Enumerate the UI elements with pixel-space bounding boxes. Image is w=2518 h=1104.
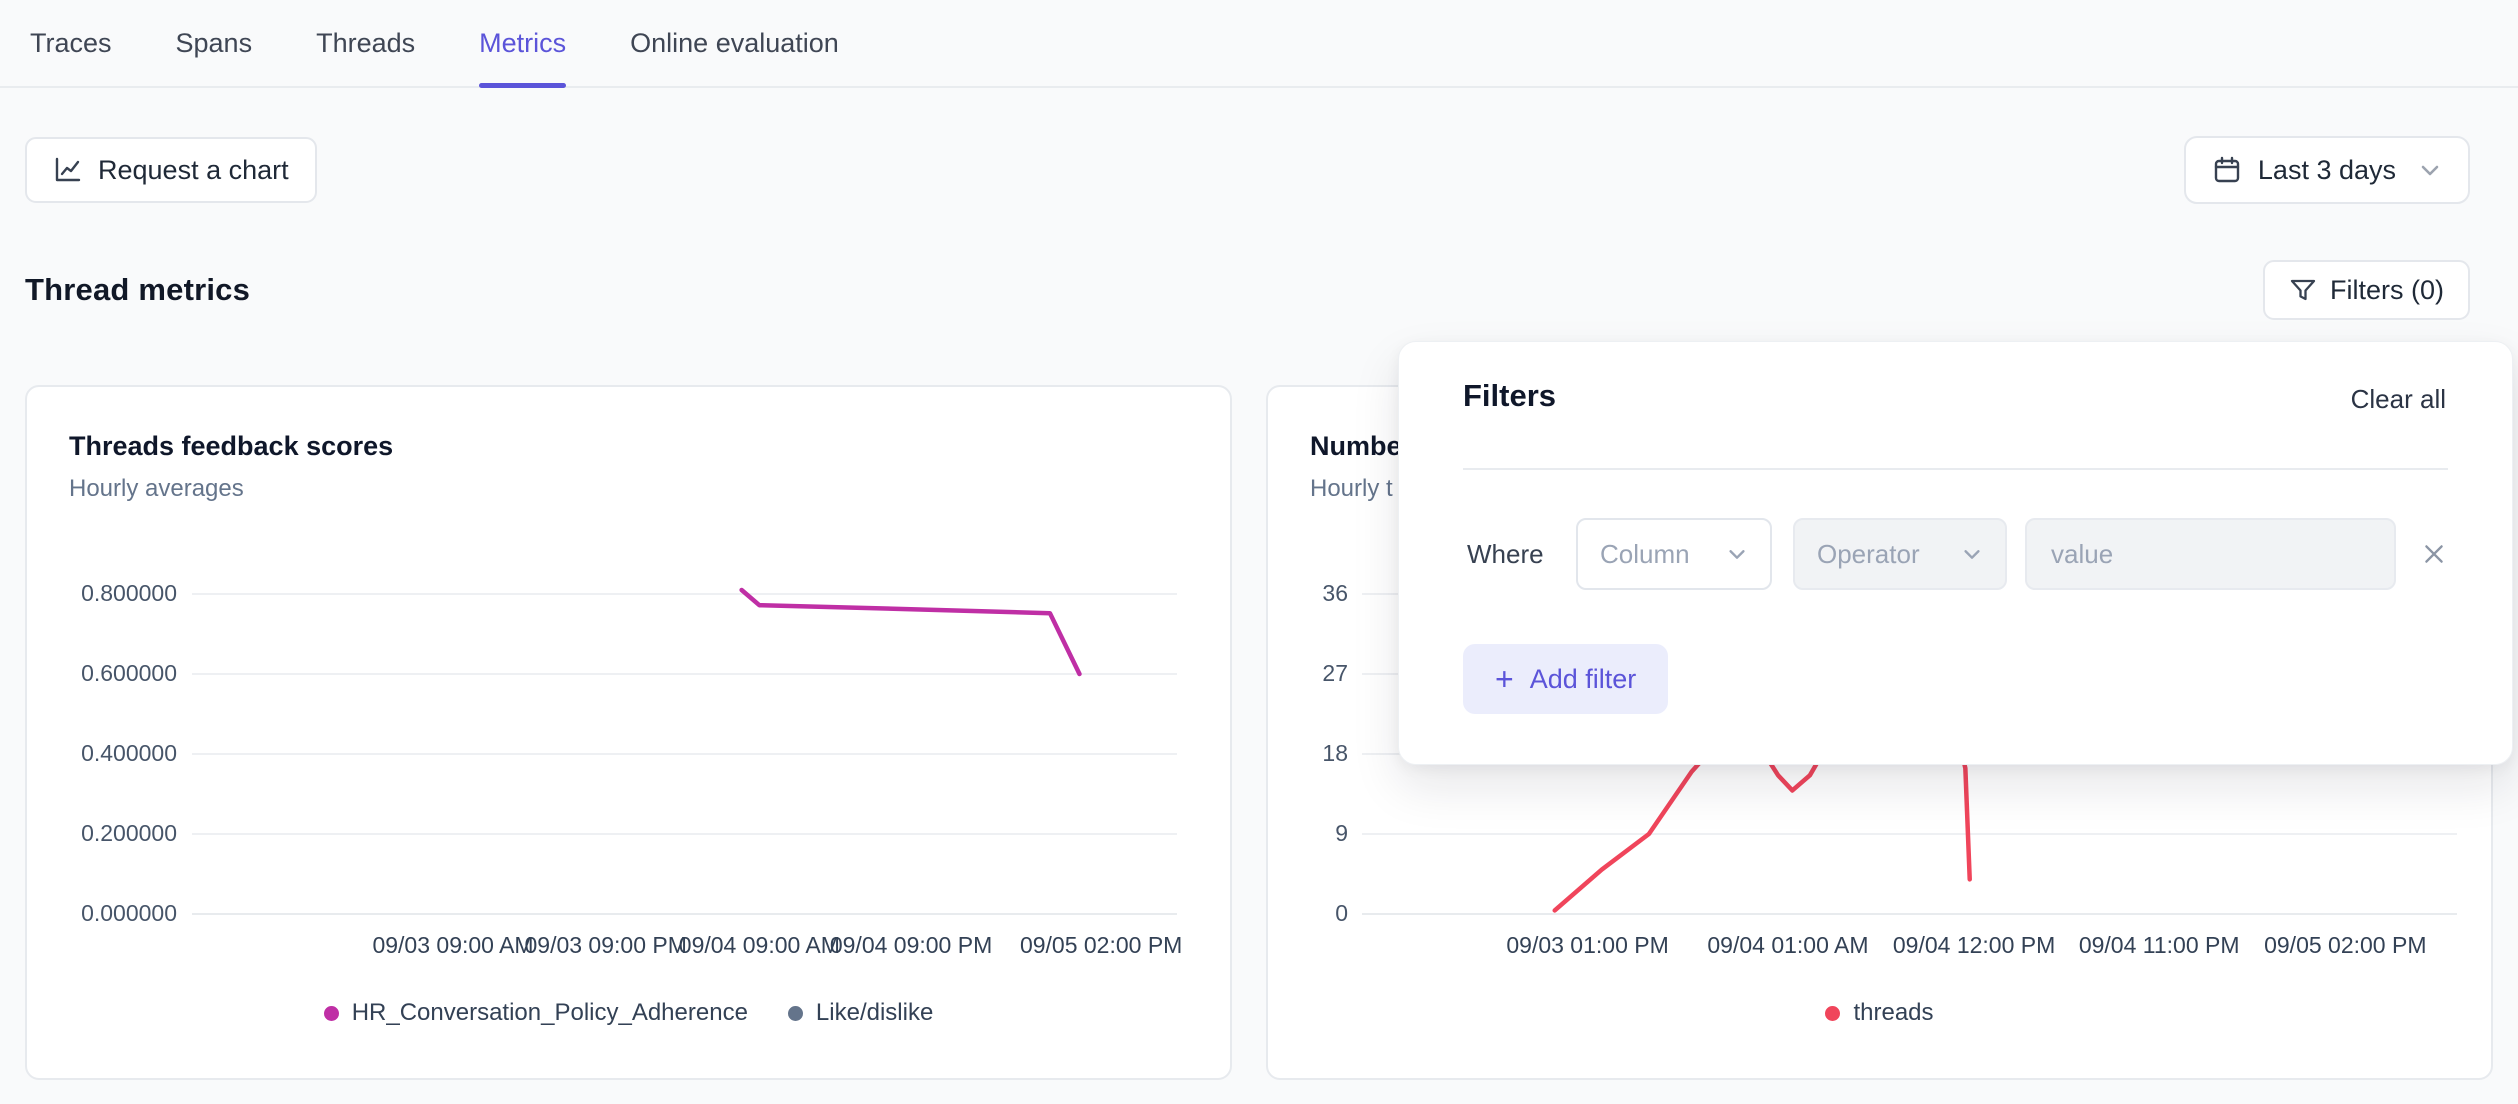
x-axis-tick-label: 09/05 02:00 PM (1019, 932, 1183, 958)
close-icon (2421, 541, 2447, 567)
legend-dot (1825, 1005, 1841, 1021)
filters-popover: Filters Clear all Where Column Operator … (1398, 341, 2513, 765)
y-axis-tick-label: 27 (1322, 660, 1348, 686)
clear-all-link[interactable]: Clear all (2350, 384, 2446, 414)
date-range-label: Last 3 days (2257, 154, 2396, 185)
tab-spans[interactable]: Spans (175, 27, 253, 58)
tab-online-evaluation[interactable]: Online evaluation (630, 27, 839, 58)
legend-item-like-dislike[interactable]: Like/dislike (787, 999, 934, 1027)
y-axis-tick-label: 0.600000 (81, 660, 177, 686)
chevron-down-icon (1726, 543, 1748, 565)
column-select[interactable]: Column (1576, 518, 1772, 590)
card-threads-feedback-scores: Threads feedback scores Hourly averages … (25, 385, 1232, 1080)
plus-icon: + (1495, 661, 1514, 697)
y-axis-tick-label: 0.800000 (81, 580, 177, 606)
tab-threads[interactable]: Threads (316, 27, 416, 58)
chart-legend: HR_Conversation_Policy_Adherence Like/dis… (27, 999, 1230, 1027)
filters-button-label: Filters (0) (2330, 274, 2444, 305)
chart-title: Threads feedback scores (69, 431, 394, 461)
y-axis-tick-label: 36 (1322, 580, 1348, 606)
add-filter-label: Add filter (1529, 663, 1637, 694)
x-axis-tick-label: 09/04 09:00 PM (829, 932, 993, 958)
filters-popover-title: Filters (1463, 378, 1557, 413)
x-axis-tick-label: 09/04 09:00 AM (678, 932, 840, 958)
where-label: Where (1467, 538, 1544, 569)
legend-dot (787, 1005, 803, 1021)
filters-button[interactable]: Filters (0) (2263, 260, 2470, 320)
calendar-icon (2212, 155, 2242, 185)
column-select-value: Column (1600, 538, 1690, 569)
y-axis-tick-label: 9 (1335, 820, 1348, 846)
chart-canvas (192, 587, 1177, 915)
remove-filter-button[interactable] (2413, 533, 2455, 575)
y-axis-tick-label: 0.200000 (81, 820, 177, 846)
value-input[interactable] (2025, 518, 2396, 590)
legend-label: Like/dislike (815, 999, 934, 1026)
request-chart-label: Request a chart (98, 154, 289, 185)
legend-dot (323, 1005, 339, 1021)
legend-label: threads (1853, 999, 1934, 1026)
chart-legend: threads (1268, 999, 2491, 1027)
operator-select[interactable]: Operator (1793, 518, 2007, 590)
tab-bar: Traces Spans Threads Metrics Online evaluati… (0, 0, 2518, 88)
chevron-down-icon (2418, 158, 2442, 182)
funnel-icon (2289, 276, 2317, 304)
x-axis-tick-label: 09/04 01:00 AM (1707, 932, 1869, 958)
x-axis-tick-label: 09/05 02:00 PM (2264, 932, 2427, 958)
page-title: Thread metrics (25, 272, 251, 307)
x-axis-tick-label: 09/03 09:00 PM (524, 932, 687, 958)
x-axis-tick-label: 09/04 12:00 PM (1892, 932, 2056, 958)
series-line-hr-conversation-policy-adherence (739, 587, 1082, 677)
chart-subtitle: Hourly t (1310, 475, 1393, 502)
x-axis-tick-label: 09/04 11:00 PM (2078, 932, 2240, 958)
add-filter-button[interactable]: + Add filter (1463, 644, 1669, 714)
x-axis-tick-label: 09/03 09:00 AM (372, 932, 534, 958)
feedback-scores-plot: 0.800000 0.600000 0.400000 0.200000 0.000000… (27, 387, 1230, 1078)
chart-title: Numbe (1310, 431, 1402, 461)
y-axis-tick-label: 0 (1335, 900, 1348, 926)
tab-traces[interactable]: Traces (30, 27, 112, 58)
y-axis-tick-label: 0.000000 (81, 900, 177, 926)
legend-item-hr-conversation-policy-adherence[interactable]: HR_Conversation_Policy_Adherence (323, 999, 748, 1027)
operator-select-value: Operator (1817, 538, 1920, 569)
chart-subtitle: Hourly averages (69, 475, 244, 502)
legend-label: HR_Conversation_Policy_Adherence (351, 999, 748, 1026)
request-chart-button[interactable]: Request a chart (25, 137, 317, 203)
date-range-button[interactable]: Last 3 days (2183, 136, 2470, 204)
chevron-down-icon (1961, 543, 1983, 565)
y-axis-tick-label: 0.400000 (81, 740, 177, 766)
legend-item-threads[interactable]: threads (1825, 999, 1934, 1027)
x-axis-tick-label: 09/03 01:00 PM (1506, 932, 1669, 958)
chart-line-icon (53, 155, 83, 185)
y-axis-tick-label: 18 (1322, 740, 1348, 766)
tab-metrics[interactable]: Metrics (479, 0, 567, 88)
toolbar: Request a chart Last 3 days (25, 136, 2470, 204)
section-head: Thread metrics Filters (0) (25, 258, 2470, 322)
popover-divider (1463, 468, 2448, 470)
